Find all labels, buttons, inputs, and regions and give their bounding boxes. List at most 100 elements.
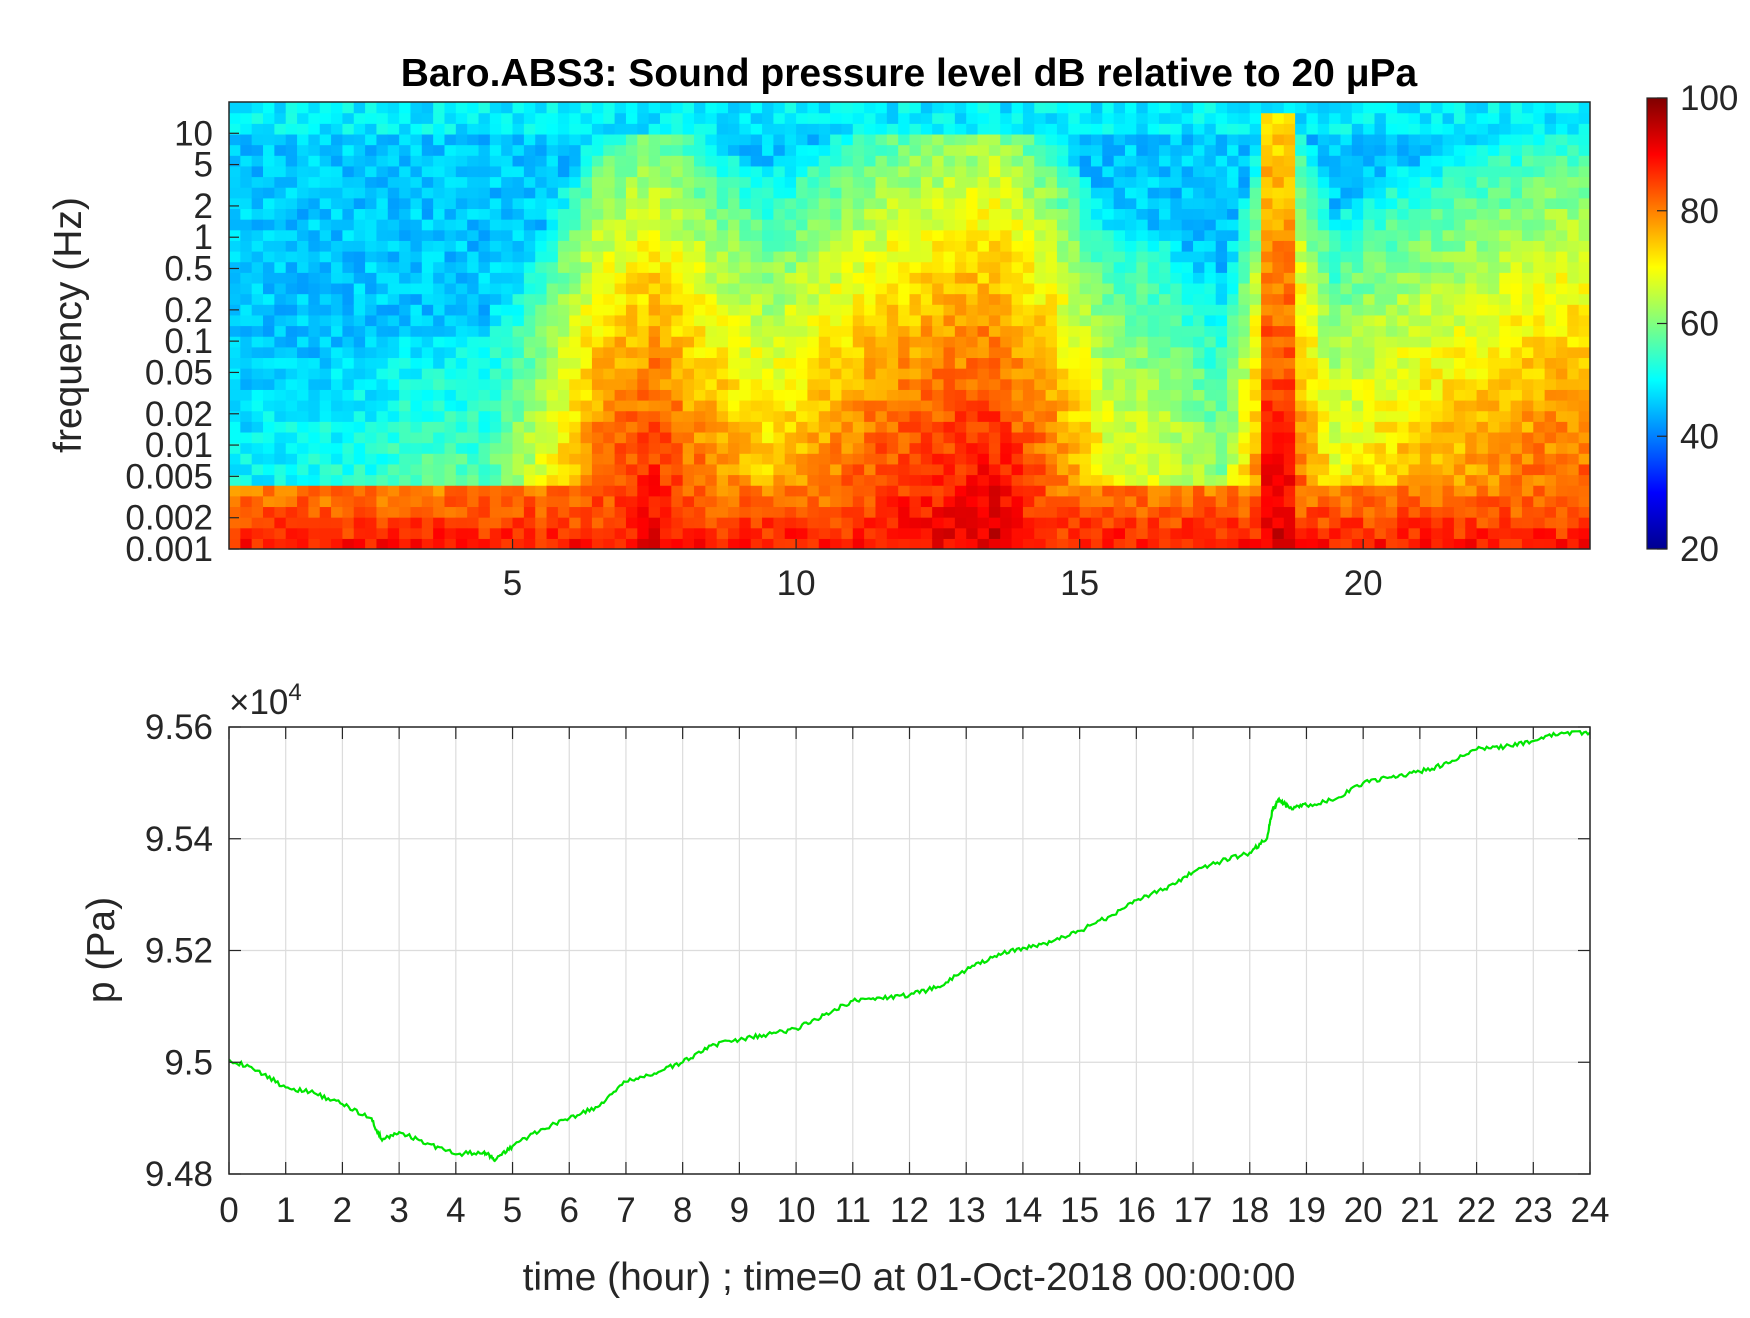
- spectrogram-cell: [1453, 527, 1466, 539]
- spectrogram-cell: [1329, 229, 1342, 241]
- spectrogram-cell: [1453, 485, 1466, 497]
- spectrogram-cell: [705, 272, 718, 284]
- spectrogram-cell: [535, 517, 548, 529]
- spectrogram-cell: [625, 155, 638, 167]
- spectrogram-cell: [1249, 517, 1262, 529]
- spectrogram-cell: [1238, 346, 1251, 359]
- spectrogram-cell: [909, 336, 922, 348]
- spectrogram-cell: [444, 431, 457, 444]
- spectrogram-cell: [705, 357, 718, 369]
- spectrogram-cell: [1113, 368, 1126, 380]
- spectrogram-cell: [841, 346, 854, 359]
- spectrogram-cell: [399, 261, 412, 273]
- spectrogram-cell: [1567, 506, 1580, 518]
- spectrogram-cell: [1329, 155, 1342, 167]
- spectrogram-cell: [1487, 314, 1500, 327]
- spectrogram-cell: [1238, 155, 1251, 167]
- spectrogram-cell: [1170, 378, 1183, 390]
- spectrogram-cell: [648, 208, 661, 220]
- spectrogram-cell: [864, 208, 877, 220]
- spectrogram-cell: [1521, 165, 1534, 178]
- spectrogram-cell: [1056, 495, 1069, 508]
- spectrogram-cell: [251, 336, 264, 348]
- spectrogram-cell: [864, 474, 877, 486]
- spectrogram-cell: [1068, 400, 1081, 412]
- spectrogram-cell: [818, 368, 831, 380]
- spectrogram-cell: [263, 176, 275, 188]
- spectrogram-cell: [1113, 102, 1126, 114]
- spectrogram-cell: [694, 102, 706, 114]
- spectrogram-cell: [535, 240, 548, 252]
- spectrogram-cell: [399, 165, 412, 178]
- spectrogram-cell: [694, 123, 706, 135]
- spectrogram-cell: [784, 219, 797, 231]
- spectrogram-cell: [1340, 219, 1353, 231]
- spectrogram-cell: [1079, 219, 1092, 231]
- spectrogram-cell: [1136, 304, 1149, 316]
- spectrogram-cell: [569, 517, 582, 529]
- spectrogram-cell: [1544, 155, 1557, 167]
- spectrogram-cell: [1204, 133, 1217, 146]
- spectrogram-cell: [376, 538, 389, 549]
- spectrogram-cell: [1204, 304, 1217, 316]
- spectrogram-cell: [478, 410, 491, 422]
- spectrogram-cell: [1555, 112, 1568, 124]
- spectrogram-cell: [591, 112, 604, 124]
- spectrogram-cell: [977, 219, 990, 231]
- spectrogram-cell: [977, 400, 990, 412]
- spectrogram-cell: [705, 389, 718, 401]
- spectrogram-cell: [489, 474, 502, 486]
- spectrogram-cell: [263, 538, 275, 549]
- spectrogram-cell: [977, 389, 990, 401]
- spectrogram-cell: [1136, 517, 1149, 529]
- spectrogram-cell: [705, 400, 718, 412]
- spectrogram-cell: [467, 538, 480, 549]
- spectrogram-cell: [376, 314, 389, 327]
- spectrogram-cell: [1215, 357, 1228, 369]
- spectrogram-cell: [1102, 314, 1115, 327]
- spectrogram-cell: [1555, 336, 1568, 348]
- spectrogram-cell: [818, 357, 831, 369]
- spectrogram-cell: [1510, 325, 1523, 337]
- spectrogram-cell: [988, 410, 1001, 422]
- spectrogram-cell: [705, 155, 718, 167]
- spectrogram-cell: [1056, 442, 1069, 454]
- spectrogram-cell: [1533, 357, 1546, 369]
- spectrogram-cell: [1363, 389, 1376, 401]
- spectrogram-cell: [342, 112, 355, 124]
- spectrogram-cell: [1215, 304, 1228, 316]
- spectrogram-cell: [1397, 240, 1410, 252]
- spectrogram-cell: [1499, 144, 1512, 156]
- spectrogram-cell: [410, 495, 423, 508]
- spectrogram-cell: [1272, 325, 1285, 337]
- spectrogram-cell: [750, 538, 763, 549]
- spectrogram-cell: [1397, 219, 1410, 231]
- spectrogram-cell: [251, 368, 264, 380]
- spectrogram-cell: [671, 357, 684, 369]
- spectrogram-cell: [614, 123, 627, 135]
- spectrogram-cell: [625, 506, 638, 518]
- spectrogram-cell: [1249, 240, 1262, 252]
- spectrogram-cell: [308, 219, 321, 231]
- spectrogram-cell: [966, 187, 979, 199]
- spectrogram-cell: [580, 133, 593, 146]
- spectrogram-cell: [1011, 325, 1024, 337]
- spectrogram-cell: [909, 155, 922, 167]
- spectrogram-cell: [875, 155, 888, 167]
- spectrogram-cell: [1124, 410, 1137, 422]
- spectrogram-cell: [1238, 495, 1251, 508]
- spectrogram-cell: [750, 357, 763, 369]
- spectrogram-cell: [603, 442, 616, 454]
- spectrogram-cell: [1238, 453, 1251, 465]
- spectrogram-cell: [1034, 314, 1047, 327]
- spectrogram-cell: [1567, 421, 1580, 433]
- spectrogram-cell: [739, 261, 752, 273]
- spectrogram-cell: [1034, 325, 1047, 337]
- spectrogram-cell: [580, 463, 593, 476]
- spectrogram-cell: [1215, 133, 1228, 146]
- spectrogram-cell: [977, 112, 990, 124]
- spectrogram-cell: [569, 431, 582, 444]
- spectrogram-cell: [637, 527, 650, 539]
- spectrogram-cell: [932, 112, 945, 124]
- spectrogram-cell: [671, 442, 684, 454]
